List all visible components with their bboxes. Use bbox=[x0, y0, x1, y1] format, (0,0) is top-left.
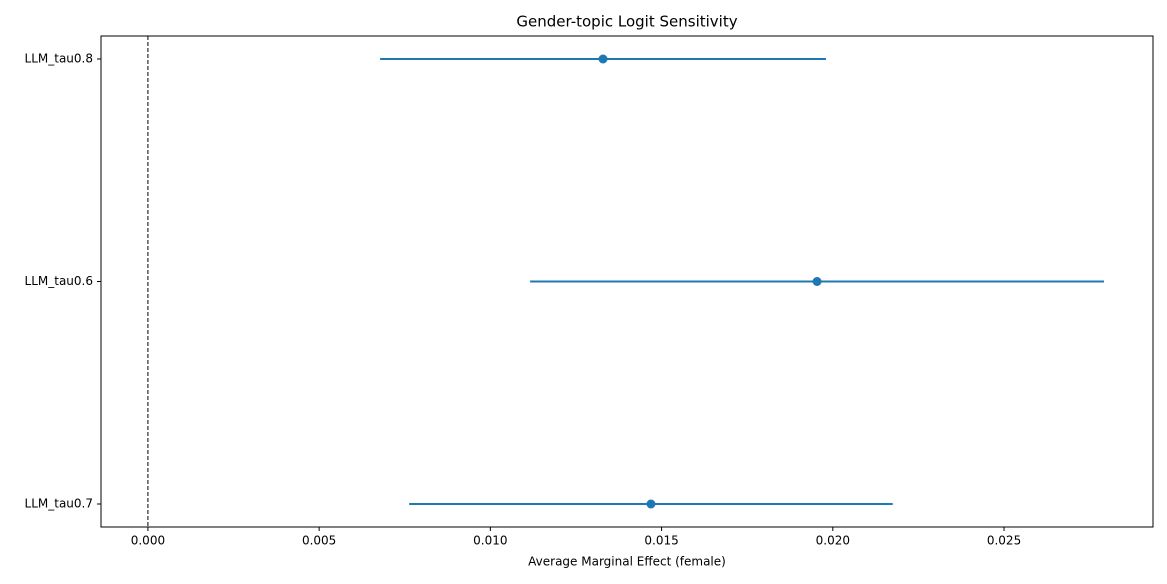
x-tick-label: 0.010 bbox=[473, 534, 507, 548]
y-tick-label: LLM_tau0.6 bbox=[25, 274, 93, 288]
y-tick-label: LLM_tau0.7 bbox=[25, 497, 93, 511]
point bbox=[598, 54, 608, 64]
chart-title: Gender-topic Logit Sensitivity bbox=[516, 13, 737, 31]
x-tick-label: 0.025 bbox=[987, 534, 1021, 548]
point bbox=[812, 277, 822, 286]
y-tick-label: LLM_tau0.8 bbox=[25, 52, 93, 66]
x-tick-label: 0.005 bbox=[302, 534, 336, 548]
x-axis-label: Average Marginal Effect (female) bbox=[528, 555, 726, 569]
x-tick-label: 0.000 bbox=[131, 534, 165, 548]
point bbox=[646, 499, 656, 509]
x-tick-label: 0.020 bbox=[816, 534, 850, 548]
x-tick-label: 0.015 bbox=[644, 534, 678, 548]
